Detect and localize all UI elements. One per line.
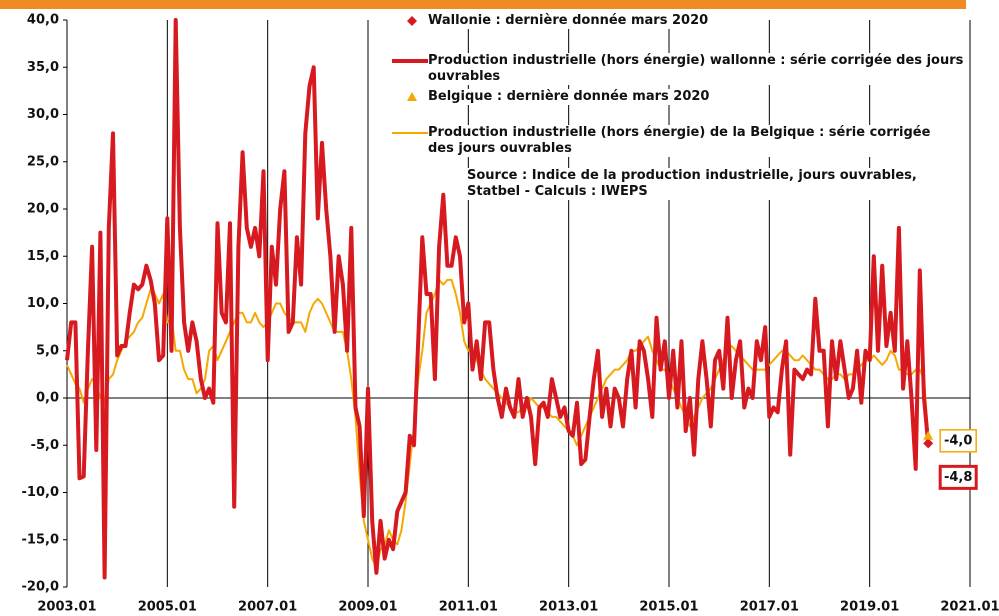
series-line: [65, 18, 931, 580]
y-tick-label: 25,0: [27, 154, 59, 169]
y-tick-label: -5,0: [31, 438, 59, 453]
value-label-box: [939, 429, 977, 453]
x-tick-label: 2013.01: [539, 600, 598, 615]
legend-marker: [407, 16, 417, 26]
legend-label: Belgique : dernière donnée mars 2020: [428, 89, 710, 105]
y-tick-label: 15,0: [27, 249, 59, 264]
legend-label: Production industrielle (hors énergie) d…: [428, 125, 958, 157]
end-marker: [923, 438, 934, 449]
y-tick-label: 0,0: [36, 391, 59, 406]
value-label: -4,0: [944, 433, 972, 448]
x-tick-label: 2015.01: [639, 600, 698, 615]
x-tick-label: 2009.01: [338, 600, 397, 615]
x-tick-label: 2021.01: [940, 600, 999, 615]
legend-label: Wallonie : dernière donnée mars 2020: [428, 13, 709, 29]
x-tick-label: 2019.01: [840, 600, 899, 615]
source-note: Source : Indice de la production industr…: [467, 168, 947, 200]
y-tick-label: 10,0: [27, 296, 59, 311]
y-tick-label: 30,0: [27, 107, 59, 122]
y-tick-label: 20,0: [27, 202, 59, 217]
x-tick-label: 2005.01: [138, 600, 197, 615]
x-tick-label: 2007.01: [238, 600, 297, 615]
x-tick-label: 2017.01: [740, 600, 799, 615]
legend-marker: [407, 92, 417, 101]
value-label-box: [938, 464, 978, 490]
y-tick-label: 5,0: [36, 343, 59, 358]
series-line: [66, 278, 930, 570]
y-tick-label: -20,0: [22, 580, 59, 595]
y-tick-label: -10,0: [22, 485, 59, 500]
header-bar: [0, 0, 966, 9]
x-tick-label: 2003.01: [37, 600, 96, 615]
legend-label: Production industrielle (hors énergie) w…: [428, 53, 968, 85]
y-tick-label: -15,0: [22, 532, 59, 547]
value-label: -4,8: [944, 470, 972, 485]
y-tick-label: 35,0: [27, 60, 59, 75]
end-marker: [923, 430, 934, 440]
x-tick-label: 2011.01: [439, 600, 498, 615]
y-tick-label: 40,0: [27, 13, 59, 28]
